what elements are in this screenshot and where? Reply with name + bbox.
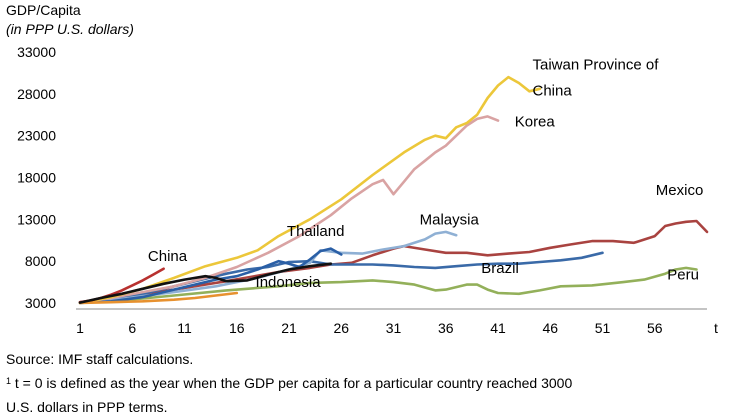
series-line-taiwan-province-of-china — [78, 75, 542, 305]
x-tick-label: 1 — [76, 320, 84, 336]
x-tick-label: 31 — [386, 320, 402, 336]
series-label: Taiwan Province of — [532, 57, 659, 74]
x-axis-title: t — [714, 320, 718, 336]
series-label: Peru — [667, 267, 699, 284]
series-line-unlabeled — [78, 262, 333, 304]
x-tick-label: 36 — [438, 320, 454, 336]
series-line-korea — [78, 115, 500, 304]
y-axis-subtitle: (in PPP U.S. dollars) — [6, 21, 134, 37]
series-line-peru — [78, 266, 698, 304]
series-lines — [78, 75, 709, 305]
series-label: Malaysia — [420, 211, 480, 228]
x-tick-label: 6 — [128, 320, 136, 336]
x-tick-label: 46 — [542, 320, 558, 336]
series-label: Korea — [515, 113, 556, 130]
footnote-text: t = 0 is defined as the year when the GD… — [11, 375, 573, 391]
series-line-malaysia — [78, 230, 458, 304]
y-tick-label: 8000 — [25, 253, 56, 269]
x-tick-label: 56 — [647, 320, 663, 336]
source-note: Source: IMF staff calculations. — [6, 351, 194, 367]
y-tick-label: 33000 — [17, 44, 56, 60]
series-line-thailand — [78, 247, 343, 305]
x-tick-label: 21 — [281, 320, 297, 336]
x-tick-label: 26 — [333, 320, 349, 336]
footnote-line-1: 1 t = 0 is defined as the year when the … — [6, 374, 572, 392]
series-label: China — [148, 248, 188, 265]
y-tick-label: 18000 — [17, 170, 56, 186]
y-tick-label: 3000 — [25, 295, 56, 311]
series-line-indonesia — [78, 291, 239, 305]
series-label: Mexico — [656, 182, 704, 199]
x-tick-label: 16 — [229, 320, 245, 336]
y-tick-label: 28000 — [17, 86, 56, 102]
series-label: China — [532, 83, 572, 100]
y-tick-label: 23000 — [17, 128, 56, 144]
series-labels: Taiwan Province of China Korea Mexico Malays… — [148, 57, 703, 292]
x-tick-label: 41 — [490, 320, 506, 336]
footnote-marker: 1 — [6, 376, 12, 386]
y-tick-label: 13000 — [17, 211, 56, 227]
footnote-line-2: U.S. dollars in PPP terms. — [6, 399, 168, 415]
x-tick-label: 51 — [595, 320, 611, 336]
x-tick-label: 11 — [177, 320, 192, 336]
series-label: Thailand — [287, 223, 345, 240]
y-axis-title: GDP/Capita — [6, 2, 81, 18]
series-label: Brazil — [481, 260, 519, 277]
series-label: Indonesia — [256, 274, 322, 291]
